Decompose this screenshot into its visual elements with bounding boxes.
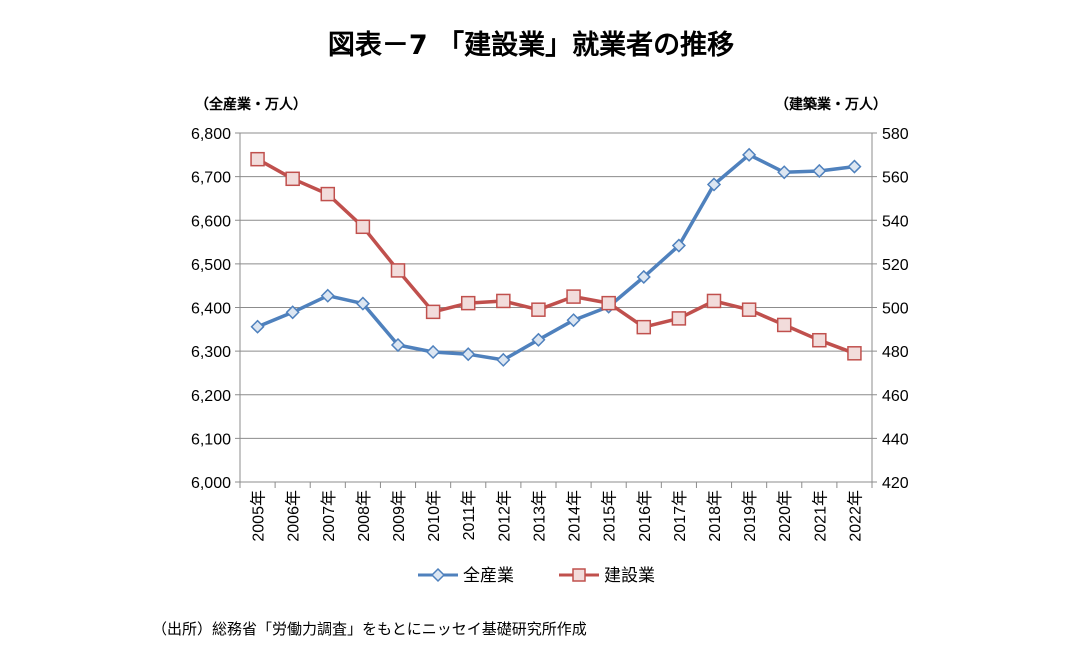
right-axis-unit: （建築業・万人） — [775, 96, 887, 113]
data-point-all-industry — [777, 165, 792, 180]
x-tick-label: 2015年 — [601, 490, 619, 542]
data-point-all-industry — [496, 352, 511, 367]
left-tick-label: 6,800 — [191, 126, 231, 143]
x-tick-label: 2006年 — [285, 490, 303, 542]
data-point-all-industry — [320, 288, 335, 303]
data-point-all-industry — [671, 238, 686, 253]
data-point-all-industry — [531, 332, 546, 347]
gridlines — [240, 132, 872, 439]
x-tick-label: 2018年 — [706, 490, 724, 542]
legend-label-all-industry: 全産業 — [463, 566, 514, 586]
data-point-construction — [531, 302, 546, 317]
data-point-construction — [320, 186, 336, 202]
x-axis-ticks: 2005年 2006年 2007年 2008年 2009年 2010年 2011年 2012年… — [250, 490, 865, 542]
data-point-construction — [566, 289, 581, 304]
data-point-construction — [741, 302, 757, 317]
x-tick-label: 2017年 — [671, 490, 689, 542]
data-point-construction — [425, 304, 441, 320]
right-tick-label: 480 — [882, 344, 909, 361]
right-axis-ticks: 420 440 460 480 500 520 540 560 580 — [882, 126, 909, 492]
legend-marker-construction — [572, 568, 586, 582]
right-tick-label: 520 — [882, 257, 909, 274]
x-tick-label: 2014年 — [566, 490, 584, 542]
data-point-construction — [285, 171, 300, 187]
data-point-all-industry — [355, 296, 370, 311]
data-point-construction — [355, 219, 371, 235]
data-point-all-industry — [636, 269, 651, 285]
data-point-all-industry — [847, 159, 862, 174]
x-tick-label: 2013年 — [530, 490, 548, 542]
x-tick-label: 2020年 — [776, 490, 794, 542]
series-markers — [250, 147, 862, 367]
right-tick-label: 580 — [882, 126, 909, 143]
data-point-construction — [636, 319, 652, 335]
legend-label-construction: 建設業 — [604, 566, 655, 586]
legend: 全産業 建設業 — [418, 566, 655, 586]
axes — [235, 132, 877, 488]
x-tick-label: 2022年 — [846, 490, 864, 542]
data-point-all-industry — [566, 313, 581, 328]
x-tick-label: 2008年 — [355, 490, 373, 542]
left-tick-label: 6,600 — [191, 213, 231, 230]
data-point-all-industry — [285, 305, 300, 320]
left-tick-label: 6,500 — [191, 257, 231, 274]
left-tick-label: 6,400 — [191, 301, 231, 318]
data-point-construction — [390, 263, 406, 278]
left-axis-ticks: 6,000 6,100 6,200 6,300 6,400 6,500 6,600 6,700… — [191, 126, 231, 492]
data-point-all-industry — [812, 163, 827, 179]
right-tick-label: 440 — [882, 431, 909, 448]
right-tick-label: 560 — [882, 170, 909, 187]
x-tick-label: 2007年 — [320, 490, 338, 542]
data-point-construction — [671, 311, 687, 326]
series-line-all-industry — [256, 153, 855, 362]
x-tick-label: 2021年 — [811, 490, 829, 542]
left-tick-label: 6,000 — [191, 475, 231, 492]
data-point-construction — [776, 317, 792, 333]
x-tick-label: 2005年 — [250, 490, 268, 542]
left-tick-label: 6,700 — [191, 170, 231, 187]
data-point-construction — [812, 332, 827, 348]
data-point-construction — [250, 151, 265, 167]
chart-title: 図表－7 「建設業」就業者の推移 — [328, 29, 734, 61]
data-point-construction — [601, 295, 616, 311]
data-point-all-industry — [250, 319, 265, 334]
right-tick-label: 420 — [882, 475, 909, 492]
legend-marker-all-industry — [430, 567, 446, 583]
left-tick-label: 6,300 — [191, 344, 231, 361]
data-point-all-industry — [742, 147, 757, 162]
left-tick-label: 6,100 — [191, 431, 231, 448]
right-tick-label: 540 — [882, 213, 909, 230]
source-note: （出所）総務省「労働力調査」をもとにニッセイ基礎研究所作成 — [152, 620, 587, 638]
x-tick-label: 2012年 — [495, 490, 513, 542]
right-tick-label: 460 — [882, 388, 909, 405]
left-tick-label: 6,200 — [191, 388, 231, 405]
x-tick-label: 2009年 — [390, 490, 408, 542]
x-tick-label: 2019年 — [741, 490, 759, 542]
data-point-all-industry — [706, 177, 722, 192]
data-point-construction — [706, 293, 722, 309]
data-point-all-industry — [426, 344, 441, 360]
series-lines — [256, 153, 856, 362]
data-point-construction — [460, 295, 476, 311]
data-point-construction — [496, 293, 511, 309]
right-tick-label: 500 — [882, 301, 909, 318]
left-axis-unit: （全産業・万人） — [195, 96, 307, 113]
series-line-construction — [256, 157, 856, 355]
data-point-construction — [847, 346, 862, 361]
x-tick-label: 2010年 — [425, 490, 443, 542]
x-tick-label: 2011年 — [460, 490, 478, 540]
data-point-all-industry — [461, 347, 476, 362]
data-point-all-industry — [390, 337, 406, 353]
x-tick-label: 2016年 — [636, 490, 654, 542]
